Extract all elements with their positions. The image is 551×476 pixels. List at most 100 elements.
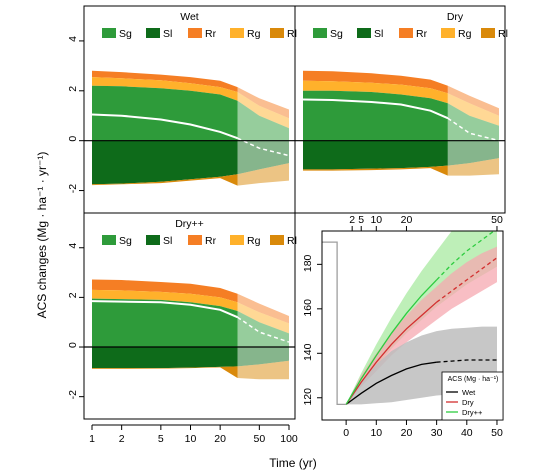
net-line-projection bbox=[237, 316, 290, 343]
legend-swatch-sg bbox=[102, 28, 116, 38]
legend-label-rg: Rg bbox=[247, 235, 261, 247]
acs-x-tick-label: 50 bbox=[491, 427, 503, 439]
band-sl bbox=[303, 140, 448, 170]
band-rg bbox=[303, 80, 448, 104]
net-line-projection bbox=[237, 137, 290, 157]
y-tick-label: 4 bbox=[67, 36, 79, 42]
acs-x-tick-label: 40 bbox=[461, 427, 473, 439]
acs-y-tick-label: 160 bbox=[302, 299, 314, 317]
legend-label-rr: Rr bbox=[205, 235, 217, 247]
legend-label-sg: Sg bbox=[119, 28, 132, 40]
plot-area bbox=[91, 279, 290, 380]
acs-top-tick-label: 5 bbox=[358, 214, 364, 226]
panels: Wet Sg Sl Rr Rg Rl -2 0 2 4 Dry Sg Sl Rr Rg Rl Dry++ Sg Sl… bbox=[67, 5, 508, 445]
band-sg bbox=[303, 90, 448, 141]
legend-swatch-rg bbox=[230, 235, 244, 245]
pre-disturbance-line bbox=[322, 241, 347, 406]
band-sg bbox=[92, 85, 238, 141]
plot-area bbox=[302, 70, 500, 176]
x-tick-label: 1 bbox=[89, 433, 95, 445]
legend-label-sg: Sg bbox=[119, 235, 132, 247]
net-line-projection bbox=[447, 117, 500, 142]
legend-swatch-sl bbox=[146, 28, 160, 38]
band-rr bbox=[92, 70, 238, 92]
x-tick-label: 100 bbox=[280, 433, 298, 445]
band-rl-projection bbox=[237, 163, 289, 186]
line-wet-projection bbox=[436, 359, 497, 363]
legend-swatch-rg bbox=[441, 28, 455, 38]
line-wet bbox=[345, 361, 437, 405]
legend-label-sl: Sl bbox=[163, 28, 172, 40]
y-tick-label: 2 bbox=[67, 292, 79, 298]
panel-dry: Dry Sg Sl Rr Rg Rl bbox=[294, 5, 508, 214]
acs-x-tick-label: 30 bbox=[431, 427, 443, 439]
panel-title: Dry bbox=[447, 11, 464, 23]
acs-legend-title: ACS (Mg · ha⁻¹) bbox=[448, 376, 499, 383]
net-line bbox=[302, 98, 449, 120]
band-rr-projection bbox=[237, 293, 289, 324]
acs-x-tick-label: 0 bbox=[343, 427, 349, 439]
acs-legend-label-drypp: Dry++ bbox=[462, 408, 483, 417]
band-sg bbox=[92, 298, 238, 347]
line-drypp bbox=[345, 279, 438, 405]
y-tick-label: 4 bbox=[67, 243, 79, 249]
y-tick-label: 0 bbox=[67, 342, 79, 348]
legend-label-sg: Sg bbox=[330, 28, 343, 40]
band-rl-projection bbox=[447, 158, 499, 176]
band-rg-projection bbox=[447, 93, 499, 126]
band-rr-projection bbox=[237, 87, 289, 119]
band-rg-projection bbox=[237, 92, 289, 129]
band-rl bbox=[92, 366, 238, 378]
legend-label-rl: Rl bbox=[287, 28, 297, 40]
plot-area bbox=[91, 70, 290, 186]
band-sg-projection bbox=[237, 100, 289, 141]
panel-frame bbox=[294, 5, 506, 214]
legend-label-rg: Rg bbox=[247, 28, 261, 40]
legend-swatch-rr bbox=[188, 235, 202, 245]
panel-title: Wet bbox=[180, 11, 199, 23]
band-sl-projection bbox=[237, 140, 289, 175]
x-tick-label: 50 bbox=[254, 433, 266, 445]
legend-label-rg: Rg bbox=[458, 28, 472, 40]
legend-swatch-rl bbox=[481, 28, 495, 38]
panel-wet: Wet Sg Sl Rr Rg Rl -2 0 2 4 bbox=[67, 5, 297, 214]
legend-swatch-rg bbox=[230, 28, 244, 38]
legend-label-rr: Rr bbox=[416, 28, 428, 40]
band-rg bbox=[92, 289, 238, 311]
legend-swatch-rr bbox=[399, 28, 413, 38]
band-rr-projection bbox=[447, 85, 499, 116]
x-axis-label: Time (yr) bbox=[269, 456, 317, 470]
y-tick-label: 0 bbox=[67, 136, 79, 142]
y-tick-label: -2 bbox=[67, 390, 79, 399]
acs-top-tick-label: 2 bbox=[349, 214, 355, 226]
band-rr bbox=[303, 70, 448, 94]
panel-drypp: Dry++ Sg Sl Rr Rg Rl -2 0 2 4 1 2 5 10 20 50 100 bbox=[67, 212, 298, 445]
panel-title: Dry++ bbox=[175, 218, 204, 230]
band-sl-projection bbox=[237, 347, 289, 367]
acs-legend-label-dry: Dry bbox=[462, 398, 474, 407]
acs-top-tick-label: 20 bbox=[401, 214, 413, 226]
band-sl bbox=[92, 347, 238, 369]
band-rl-projection bbox=[237, 360, 289, 380]
band-rg bbox=[92, 77, 238, 101]
band-dry bbox=[346, 246, 497, 405]
band-rl bbox=[92, 174, 238, 186]
legend-swatch-rl bbox=[270, 28, 284, 38]
y-tick-label: 2 bbox=[67, 86, 79, 92]
panel-acs: 1201401601800102030405025102050100ACS (M… bbox=[302, 214, 504, 439]
legend-swatch-sl bbox=[357, 28, 371, 38]
x-tick-label: 5 bbox=[158, 433, 164, 445]
line-dry-projection bbox=[436, 257, 498, 303]
band-rr bbox=[92, 279, 238, 303]
band-rg-projection bbox=[237, 302, 289, 334]
net-line bbox=[91, 113, 238, 140]
acs-top-tick-label: 10 bbox=[370, 214, 382, 226]
legend-swatch-sg bbox=[102, 235, 116, 245]
legend-label-rl: Rl bbox=[498, 28, 508, 40]
y-axis-label: ACS changes (Mg · ha⁻¹ · yr⁻¹) bbox=[35, 152, 49, 319]
net-line bbox=[91, 300, 238, 319]
legend-label-rr: Rr bbox=[205, 28, 217, 40]
y-tick-label: -2 bbox=[67, 184, 79, 193]
